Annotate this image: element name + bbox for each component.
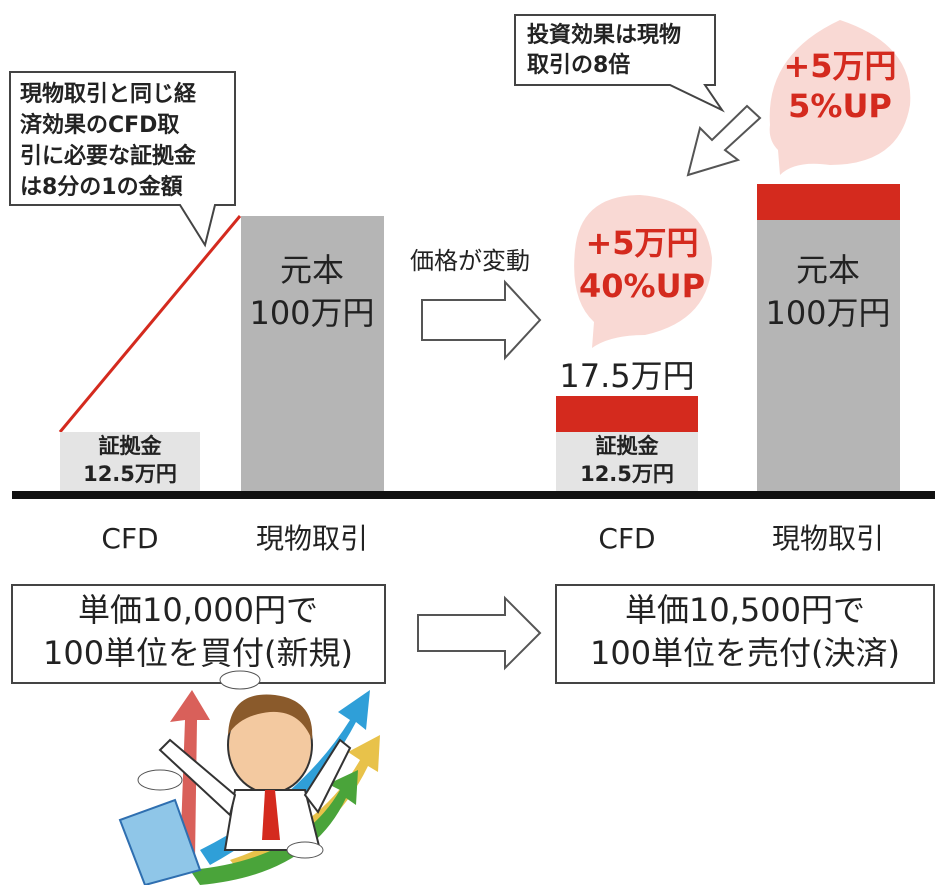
callout-text: 取引の8倍 bbox=[527, 52, 630, 78]
principal-bar bbox=[757, 220, 900, 492]
bar-label: 証拠金 bbox=[99, 434, 163, 458]
gain-bar bbox=[556, 396, 698, 432]
trade-text: 100単位を売付(決済) bbox=[590, 634, 900, 672]
callout-text: 引に必要な証拠金 bbox=[20, 143, 197, 169]
x-label: 現物取引 bbox=[772, 522, 884, 555]
trade-text: 単価10,500円で bbox=[625, 591, 865, 629]
callout-text: 投資効果は現物 bbox=[527, 22, 681, 48]
baseline bbox=[12, 491, 935, 499]
bar-label: 元本 bbox=[280, 251, 344, 289]
callout-text: は8分の1の金額 bbox=[20, 174, 183, 200]
illustration bbox=[118, 670, 380, 885]
bubble-text: 40%UP bbox=[579, 267, 705, 305]
bubble bbox=[574, 195, 712, 348]
trade-box bbox=[11, 584, 386, 684]
margin-bar bbox=[60, 432, 200, 492]
bar-label: 100万円 bbox=[249, 294, 374, 332]
x-label: 現物取引 bbox=[256, 522, 368, 555]
bar-label: 元本 bbox=[796, 251, 860, 289]
price-change: 価格が変動 bbox=[410, 247, 530, 275]
trade-text: 単価10,000円で bbox=[78, 591, 318, 629]
bubble bbox=[769, 20, 911, 175]
gain-bar bbox=[757, 184, 900, 220]
principal-bar bbox=[241, 216, 384, 492]
callout-box bbox=[514, 14, 725, 113]
bar-label: 100万円 bbox=[765, 294, 890, 332]
arrow bbox=[417, 595, 542, 671]
bubble-text: +5万円 bbox=[585, 224, 698, 262]
bar-label: 12.5万円 bbox=[83, 462, 177, 486]
bubble-text: +5万円 bbox=[783, 47, 896, 85]
callout-text: 現物取引と同じ経 bbox=[20, 81, 197, 107]
arrow bbox=[686, 104, 762, 177]
bar-label: 12.5万円 bbox=[580, 462, 674, 486]
leverage-line bbox=[58, 215, 242, 433]
callout-box bbox=[9, 71, 236, 248]
bubble-text: 5%UP bbox=[788, 87, 892, 125]
callout-text: 済効果のCFD取 bbox=[20, 112, 179, 138]
trade-text: 100単位を買付(新規) bbox=[43, 634, 353, 672]
x-label: CFD bbox=[598, 522, 655, 555]
x-label: CFD bbox=[101, 522, 158, 555]
trade-box bbox=[555, 584, 935, 684]
arrow bbox=[421, 279, 542, 361]
bar-label: 証拠金 bbox=[596, 434, 660, 458]
margin-bar bbox=[556, 432, 698, 492]
bar-total: 17.5万円 bbox=[559, 357, 694, 395]
